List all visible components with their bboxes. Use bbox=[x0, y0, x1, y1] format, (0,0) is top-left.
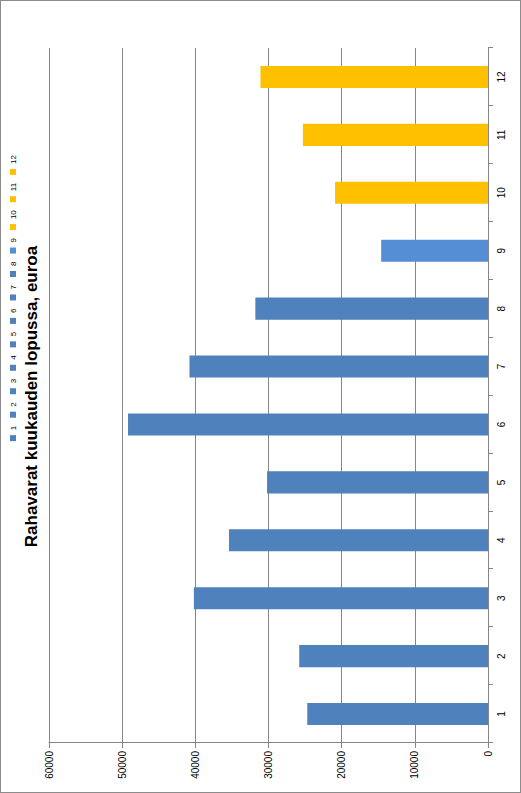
svg-text:12: 12 bbox=[9, 154, 18, 163]
svg-text:30000: 30000 bbox=[263, 751, 274, 779]
svg-text:12: 12 bbox=[496, 71, 507, 83]
svg-text:1: 1 bbox=[496, 711, 507, 717]
svg-text:10: 10 bbox=[9, 210, 18, 219]
svg-text:0: 0 bbox=[483, 751, 494, 757]
svg-text:11: 11 bbox=[9, 182, 18, 191]
svg-text:5: 5 bbox=[496, 479, 507, 485]
svg-text:Rahavarat kuukauden lopussa, e: Rahavarat kuukauden lopussa, euroa bbox=[22, 245, 41, 547]
svg-text:60000: 60000 bbox=[44, 751, 55, 779]
svg-text:2: 2 bbox=[496, 653, 507, 659]
svg-text:9: 9 bbox=[496, 247, 507, 253]
svg-text:8: 8 bbox=[9, 261, 18, 266]
svg-text:20000: 20000 bbox=[336, 751, 347, 779]
svg-text:10: 10 bbox=[496, 187, 507, 199]
svg-text:11: 11 bbox=[496, 129, 507, 140]
svg-text:3: 3 bbox=[496, 595, 507, 601]
svg-text:9: 9 bbox=[9, 238, 18, 243]
svg-text:1: 1 bbox=[9, 425, 18, 430]
svg-text:7: 7 bbox=[9, 284, 18, 289]
svg-text:40000: 40000 bbox=[190, 751, 201, 779]
svg-text:3: 3 bbox=[9, 378, 18, 383]
svg-text:8: 8 bbox=[496, 305, 507, 311]
svg-text:50000: 50000 bbox=[117, 751, 128, 779]
svg-text:6: 6 bbox=[496, 421, 507, 427]
svg-text:4: 4 bbox=[9, 355, 18, 360]
svg-text:7: 7 bbox=[496, 363, 507, 369]
svg-text:10000: 10000 bbox=[409, 751, 420, 779]
svg-text:5: 5 bbox=[9, 331, 18, 336]
svg-text:2: 2 bbox=[9, 402, 18, 407]
svg-text:6: 6 bbox=[9, 308, 18, 313]
svg-text:4: 4 bbox=[496, 537, 507, 543]
